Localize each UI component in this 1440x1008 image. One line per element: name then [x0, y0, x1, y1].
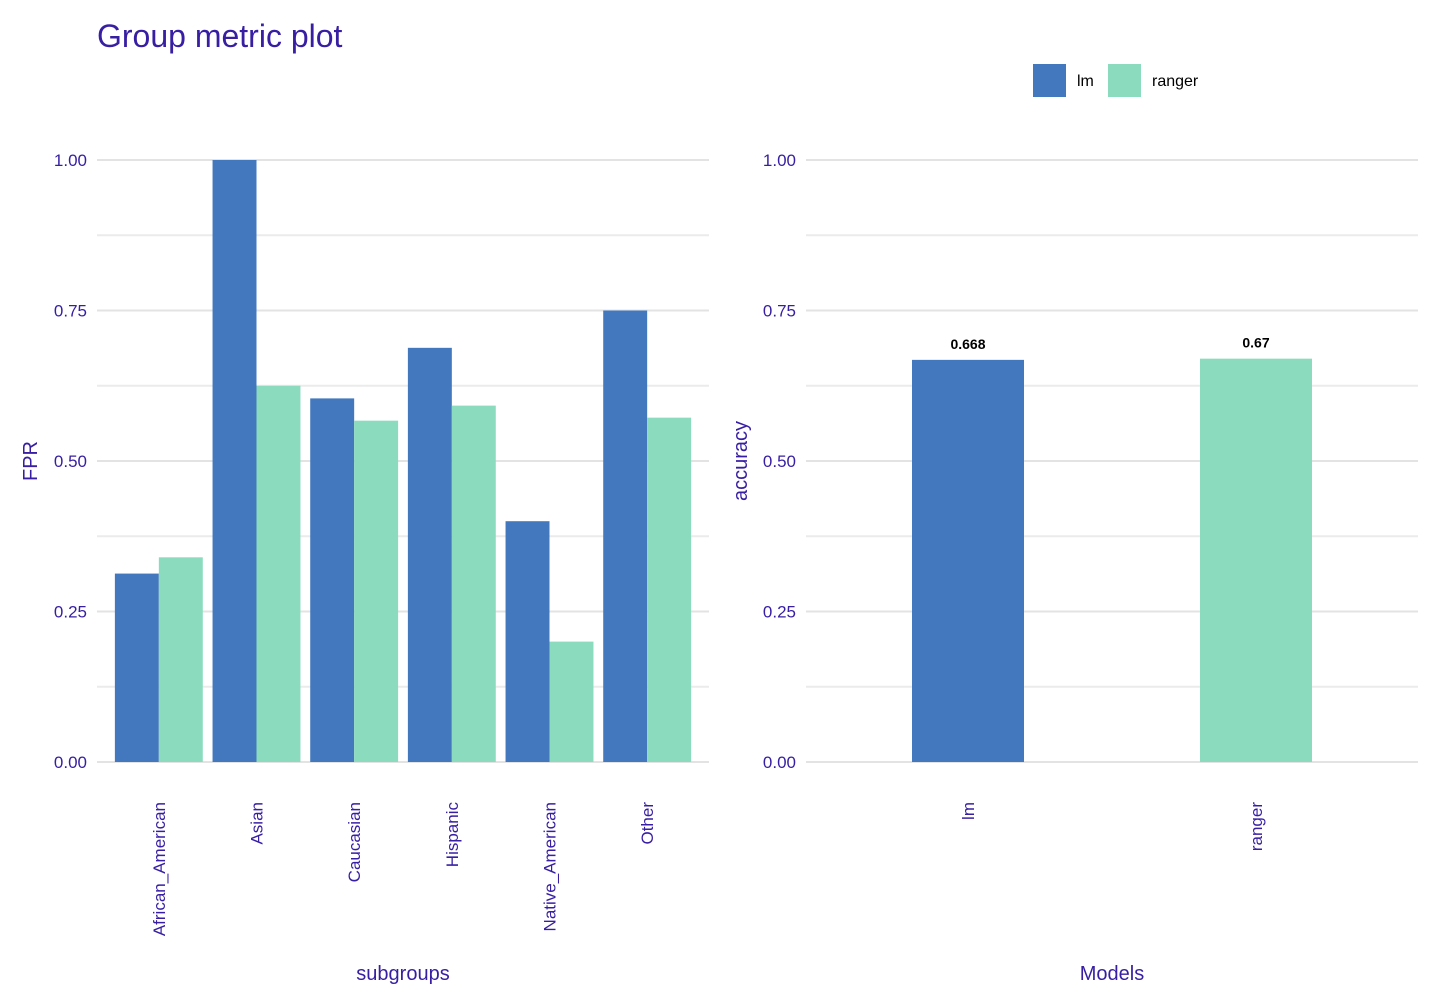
data-label-ranger: 0.67	[1242, 335, 1269, 351]
bar-lm	[912, 359, 1024, 762]
bar-ranger	[1200, 358, 1312, 762]
bar-ranger-African_American	[158, 557, 203, 762]
y-tick-label: 0.00	[763, 753, 796, 772]
legend: lm ranger	[1033, 64, 1199, 97]
y-tick-label: 0.50	[54, 452, 87, 471]
x-axis-title: Models	[1080, 963, 1144, 985]
x-tick-label: ranger	[1247, 802, 1266, 851]
bar-lm-Asian	[212, 160, 257, 762]
y-tick-label: 0.25	[763, 603, 796, 622]
legend-label-lm: lm	[1077, 73, 1094, 90]
chart-title: Group metric plot	[97, 18, 343, 54]
x-tick-label: Hispanic	[443, 802, 462, 868]
y-axis-title: FPR	[20, 441, 42, 481]
x-tick-label: Other	[638, 802, 657, 845]
y-tick-label: 1.00	[54, 151, 87, 170]
bar-lm-Native_American	[505, 521, 550, 762]
bar-lm-African_American	[114, 573, 159, 762]
x-tick-label: African_American	[150, 802, 169, 936]
accuracy-panel: 0.00 0.25 0.50 0.75 1.00 accuracy Models 0.668 l…	[730, 151, 1418, 985]
x-axis-title: subgroups	[356, 963, 449, 985]
fpr-panel: 0.00 0.25 0.50 0.75 1.00 FPR subgroups African_…	[20, 151, 709, 985]
x-tick-label: Caucasian	[345, 802, 364, 882]
y-tick-label: 0.75	[763, 302, 796, 321]
legend-label-ranger: ranger	[1152, 73, 1199, 90]
x-tick-label: Asian	[248, 802, 267, 845]
x-tick-label: Native_American	[541, 802, 560, 931]
y-axis-title: accuracy	[730, 421, 752, 501]
bar-ranger-Other	[647, 417, 692, 762]
bar-ranger-Caucasian	[354, 420, 399, 762]
y-tick-label: 0.50	[763, 452, 796, 471]
legend-swatch-lm	[1033, 64, 1066, 97]
y-tick-label: 0.00	[54, 753, 87, 772]
bar-lm-Caucasian	[310, 398, 355, 762]
bar-ranger-Hispanic	[451, 405, 496, 762]
y-tick-label: 1.00	[763, 151, 796, 170]
y-tick-label: 0.75	[54, 302, 87, 321]
x-tick-label: lm	[959, 802, 978, 820]
bar-lm-Hispanic	[407, 347, 452, 762]
bar-lm-Other	[603, 310, 648, 762]
data-label-lm: 0.668	[950, 336, 985, 352]
legend-swatch-ranger	[1108, 64, 1141, 97]
bar-ranger-Asian	[256, 385, 301, 762]
bar-ranger-Native_American	[549, 641, 594, 762]
y-tick-label: 0.25	[54, 603, 87, 622]
